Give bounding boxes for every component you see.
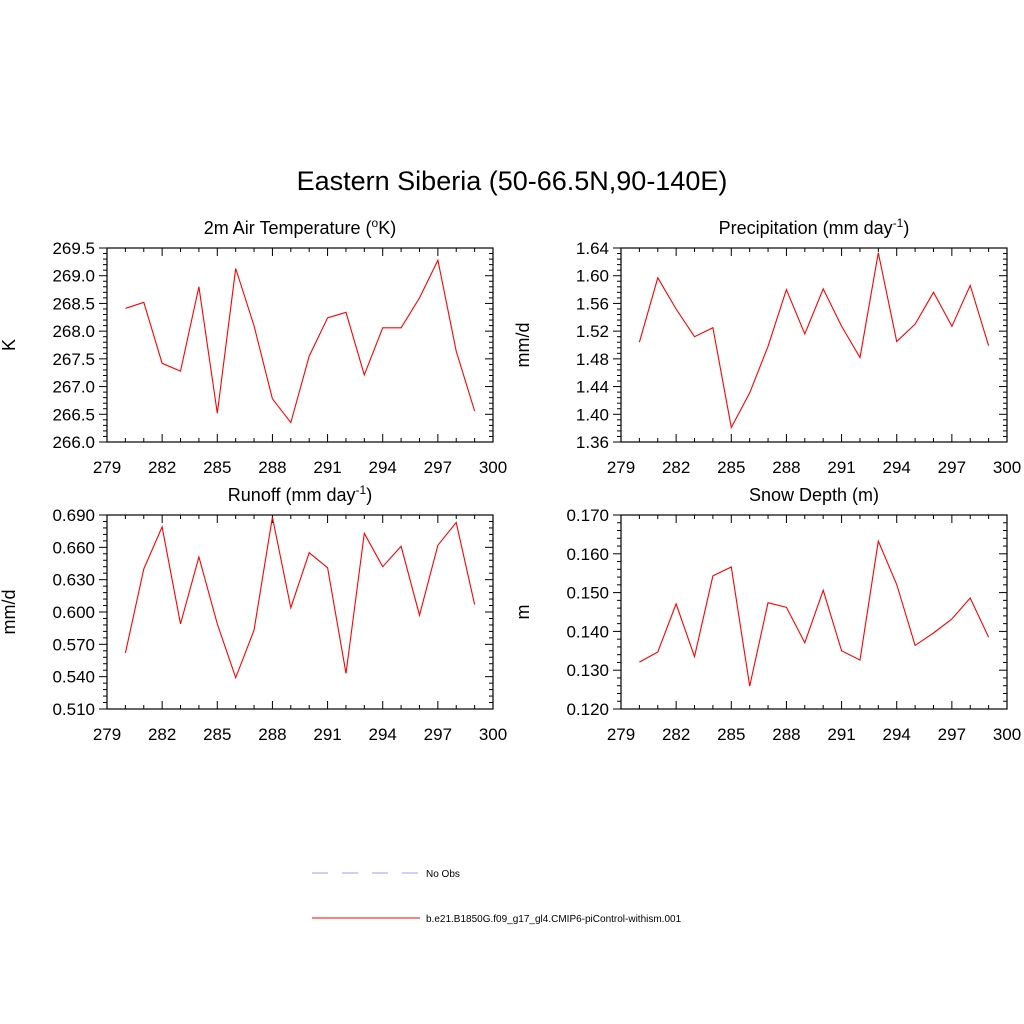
runoff-y-axis-label: mm/d [0,590,19,635]
precipitation-y-tick-label: 1.60 [576,267,609,286]
precipitation-y-tick-label: 1.52 [576,322,609,341]
snow-depth-y-axis-label: m [513,605,533,620]
temperature-y-tick-label: 266.0 [52,433,95,452]
runoff-y-tick-label: 0.630 [52,571,95,590]
temperature-y-tick-label: 267.5 [52,350,95,369]
runoff-x-tick-label: 291 [313,725,341,744]
temperature-x-tick-label: 282 [148,458,176,477]
precipitation-x-tick-label: 279 [607,458,635,477]
temperature-y-tick-label: 269.0 [52,267,95,286]
temperature-x-tick-label: 297 [424,458,452,477]
precipitation-y-tick-label: 1.40 [576,405,609,424]
snow-depth-x-tick-label: 288 [772,725,800,744]
precipitation-x-tick-label: 294 [883,458,911,477]
panel-runoff: 279 282 285 288 291 294 297 300 0.510 0.540 0.570 0… [0,483,507,744]
snow-depth-y-tick-label: 0.160 [566,545,609,564]
snow-depth-y-tick-label: 0.170 [566,506,609,525]
snow-depth-x-tick-label: 300 [993,725,1021,744]
temperature-panel-title: 2m Air Temperature (oK) [204,216,396,238]
precipitation-panel-title: Precipitation (mm day-1) [719,216,910,238]
snow-depth-y-tick-label: 0.150 [566,584,609,603]
panel-temperature: 279 282 285 288 291 294 297 300 266.0 266.5 267.0 2… [0,216,507,477]
precipitation-y-tick-label: 1.56 [576,294,609,313]
precipitation-y-tick-label: 1.36 [576,433,609,452]
precipitation-y-axis-label: mm/d [513,323,533,368]
panel-precipitation: 279 282 285 288 291 294 297 300 1.36 1.40 1.44 1.48… [513,216,1021,477]
runoff-y-tick-label: 0.660 [52,538,95,557]
runoff-y-tick-label: 0.510 [52,700,95,719]
temperature-x-tick-label: 288 [258,458,286,477]
temperature-y-tick-label: 269.5 [52,239,95,258]
precipitation-x-tick-label: 291 [827,458,855,477]
temperature-x-tick-label: 294 [369,458,397,477]
runoff-panel-title: Runoff (mm day-1) [228,483,372,505]
legend: No Obs b.e21.B1850G.f09_g17_gl4.CMIP6-piC… [312,869,682,925]
snow-depth-x-tick-label: 294 [883,725,911,744]
precipitation-x-tick-label: 282 [662,458,690,477]
snow-depth-panel-title: Snow Depth (m) [749,485,879,505]
snow-depth-plot-frame [620,514,1008,710]
temperature-x-tick-label: 300 [479,458,507,477]
precipitation-x-tick-label: 297 [938,458,966,477]
legend-label-2: b.e21.B1850G.f09_g17_gl4.CMIP6-piControl… [426,914,682,925]
snow-depth-x-tick-label: 285 [717,725,745,744]
precipitation-y-tick-label: 1.48 [576,350,609,369]
temperature-x-tick-label: 279 [93,458,121,477]
precipitation-series-line [638,252,990,430]
temperature-plot-frame [106,247,494,443]
runoff-x-tick-label: 282 [148,725,176,744]
temperature-x-tick-label: 291 [313,458,341,477]
snow-depth-x-tick-label: 291 [827,725,855,744]
snow-depth-x-tick-label: 282 [662,725,690,744]
runoff-y-tick-label: 0.600 [52,603,95,622]
precipitation-x-tick-label: 288 [772,458,800,477]
runoff-y-tick-label: 0.540 [52,668,95,687]
runoff-x-tick-label: 297 [424,725,452,744]
snow-depth-y-tick-label: 0.120 [566,700,609,719]
snow-depth-y-tick-label: 0.140 [566,622,609,641]
page-title: Eastern Siberia (50-66.5N,90-140E) [296,166,728,196]
temperature-series-line [125,258,476,424]
precipitation-y-tick-label: 1.44 [576,378,609,397]
snow-depth-x-tick-label: 279 [607,725,635,744]
snow-depth-x-tick-label: 297 [938,725,966,744]
temperature-y-tick-label: 267.0 [52,378,95,397]
temperature-y-axis-label: K [0,339,19,351]
runoff-series-line [124,517,476,680]
temperature-y-tick-label: 268.0 [52,322,95,341]
runoff-x-tick-label: 285 [203,725,231,744]
precipitation-plot-frame [620,247,1008,443]
temperature-x-tick-label: 285 [203,458,231,477]
runoff-y-tick-label: 0.690 [52,506,95,525]
panel-snow-depth: 279 282 285 288 291 294 297 300 0.120 0.130 0.140 0… [513,485,1021,744]
precipitation-x-tick-label: 285 [717,458,745,477]
runoff-x-tick-label: 279 [93,725,121,744]
runoff-x-tick-label: 294 [369,725,397,744]
temperature-y-tick-label: 266.5 [52,405,95,424]
runoff-x-tick-label: 288 [258,725,286,744]
runoff-y-tick-label: 0.570 [52,635,95,654]
snow-depth-series-line [639,538,990,687]
legend-label-1: No Obs [426,869,460,880]
precipitation-x-tick-label: 300 [993,458,1021,477]
temperature-y-tick-label: 268.5 [52,294,95,313]
snow-depth-y-tick-label: 0.130 [566,661,609,680]
runoff-x-tick-label: 300 [479,725,507,744]
precipitation-y-tick-label: 1.64 [576,239,609,258]
